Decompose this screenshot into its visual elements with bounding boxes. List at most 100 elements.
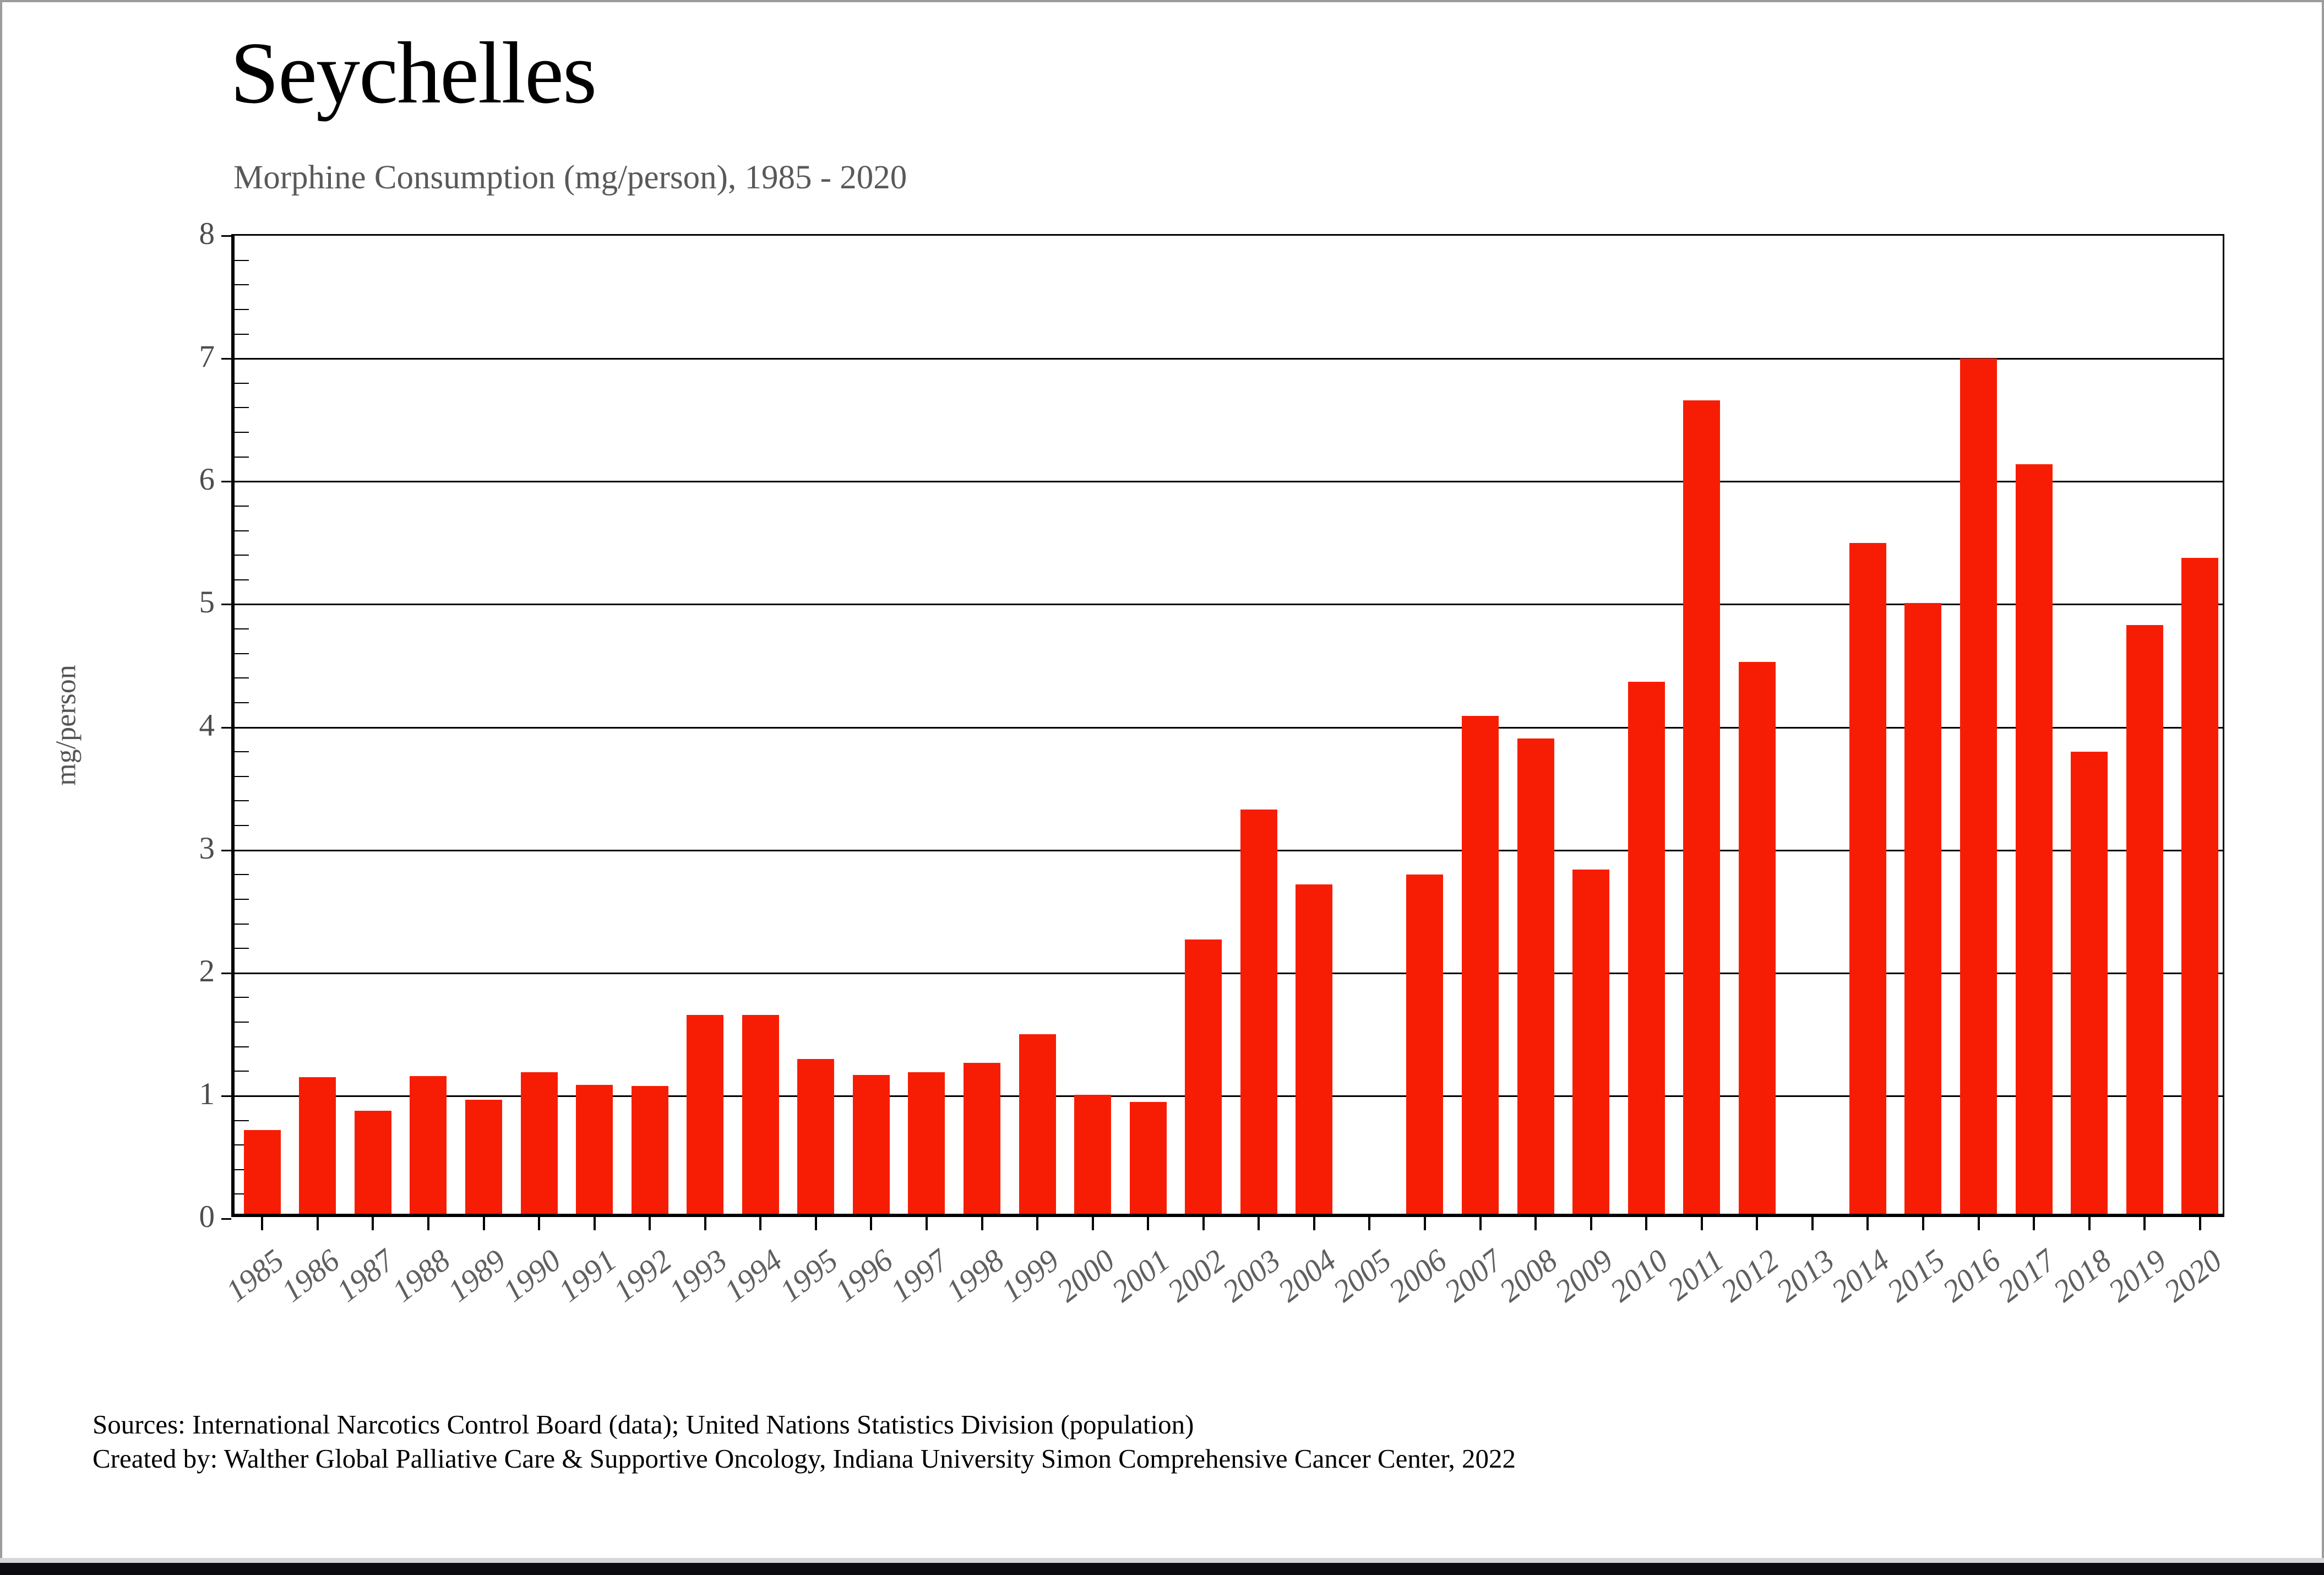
x-tick-1990 [538, 1214, 541, 1230]
x-tick-2010 [1645, 1214, 1648, 1230]
bar-2003 [1240, 809, 1277, 1214]
x-tick-label-1994: 1994 [718, 1242, 789, 1309]
x-tick-2004 [1313, 1214, 1315, 1230]
x-tick-label-2020: 2020 [2157, 1242, 2229, 1309]
x-tick-2006 [1423, 1214, 1426, 1230]
bar-1993 [687, 1014, 724, 1214]
y-minor-tick [235, 382, 249, 384]
bar-1995 [797, 1058, 835, 1214]
y-minor-tick [235, 775, 249, 777]
bottom-divider [0, 1558, 2324, 1563]
x-tick-label-2015: 2015 [1880, 1242, 1952, 1309]
x-tick-label-2010: 2010 [1603, 1242, 1675, 1309]
bar-2016 [1960, 359, 1997, 1214]
y-minor-tick [235, 432, 249, 433]
x-tick-label-1987: 1987 [330, 1242, 401, 1309]
bar-2008 [1517, 738, 1554, 1214]
bar-1994 [742, 1014, 779, 1214]
y-minor-tick [235, 1120, 249, 1121]
x-tick-1995 [814, 1214, 817, 1230]
x-tick-label-2012: 2012 [1715, 1242, 1786, 1309]
y-major-tick [221, 1095, 231, 1097]
bar-1992 [631, 1085, 668, 1214]
y-major-tick [221, 972, 231, 974]
y-major-tick [221, 358, 231, 360]
x-tick-1987 [372, 1214, 374, 1230]
y-minor-tick [235, 456, 249, 458]
y-minor-tick [235, 308, 249, 310]
x-tick-label-1997: 1997 [884, 1242, 955, 1309]
gridline-y7 [235, 358, 2223, 360]
bar-1998 [964, 1062, 1000, 1214]
y-tick-label-2: 2 [199, 953, 215, 989]
x-tick-label-1988: 1988 [385, 1242, 457, 1309]
x-tick-2012 [1756, 1214, 1759, 1230]
x-tick-2017 [2033, 1214, 2035, 1230]
bottom-strip [0, 1563, 2324, 1575]
y-minor-tick [235, 505, 249, 507]
chart-subtitle: Morphine Consumption (mg/person), 1985 -… [233, 159, 907, 196]
x-tick-label-2006: 2006 [1382, 1242, 1454, 1309]
x-tick-2000 [1091, 1214, 1094, 1230]
y-major-tick [221, 604, 231, 606]
y-minor-tick [235, 1022, 249, 1023]
source-note: Sources: International Narcotics Control… [92, 1408, 1516, 1476]
x-tick-label-2019: 2019 [2102, 1242, 2173, 1309]
chart-title: Seychelles [230, 24, 597, 122]
gridline-y6 [235, 481, 2223, 483]
x-tick-2014 [1866, 1214, 1869, 1230]
bar-2001 [1129, 1101, 1167, 1214]
y-minor-tick [235, 333, 249, 335]
bar-2020 [2181, 557, 2219, 1214]
bar-1986 [299, 1077, 336, 1214]
y-minor-tick [235, 898, 249, 900]
y-minor-tick [235, 579, 249, 580]
x-tick-2009 [1590, 1214, 1592, 1230]
bar-2004 [1296, 884, 1333, 1214]
gridline-y4 [235, 726, 2223, 729]
bar-2019 [2126, 625, 2163, 1214]
y-minor-tick [235, 653, 249, 654]
bar-1991 [576, 1084, 613, 1214]
bar-1999 [1019, 1034, 1056, 1214]
x-tick-2005 [1368, 1214, 1371, 1230]
x-tick-1999 [1036, 1214, 1039, 1230]
y-minor-tick [235, 259, 249, 261]
bar-2006 [1406, 875, 1444, 1214]
x-tick-2015 [1922, 1214, 1924, 1230]
x-tick-2002 [1202, 1214, 1205, 1230]
y-tick-label-4: 4 [199, 708, 215, 743]
x-tick-label-1990: 1990 [496, 1242, 568, 1309]
y-minor-tick [235, 530, 249, 531]
x-tick-1997 [925, 1214, 928, 1230]
gridline-y2 [235, 972, 2223, 974]
plot-area [221, 234, 2224, 1230]
bar-2011 [1683, 400, 1721, 1214]
x-tick-1994 [759, 1214, 762, 1230]
y-minor-tick [235, 1193, 249, 1195]
x-tick-2019 [2143, 1214, 2146, 1230]
y-tick-label-8: 8 [199, 216, 215, 251]
bar-2017 [2015, 464, 2053, 1214]
y-minor-tick [235, 1046, 249, 1047]
y-major-tick [221, 726, 231, 729]
bar-2012 [1738, 662, 1776, 1214]
y-minor-tick [235, 825, 249, 826]
y-tick-label-3: 3 [199, 830, 215, 866]
y-major-tick [221, 849, 231, 851]
y-minor-tick [235, 800, 249, 802]
x-tick-label-2005: 2005 [1327, 1242, 1398, 1309]
bar-1996 [852, 1074, 890, 1214]
y-minor-tick [235, 923, 249, 925]
y-minor-tick [235, 284, 249, 286]
x-tick-2001 [1147, 1214, 1150, 1230]
bar-2015 [1904, 603, 1942, 1214]
bar-1997 [908, 1072, 945, 1214]
y-tick-label-6: 6 [199, 462, 215, 497]
x-tick-2020 [2198, 1214, 2201, 1230]
y-major-tick [221, 1218, 231, 1220]
x-tick-2008 [1534, 1214, 1537, 1230]
y-tick-label-0: 0 [199, 1199, 215, 1234]
y-minor-tick [235, 702, 249, 703]
bar-2009 [1572, 870, 1610, 1214]
